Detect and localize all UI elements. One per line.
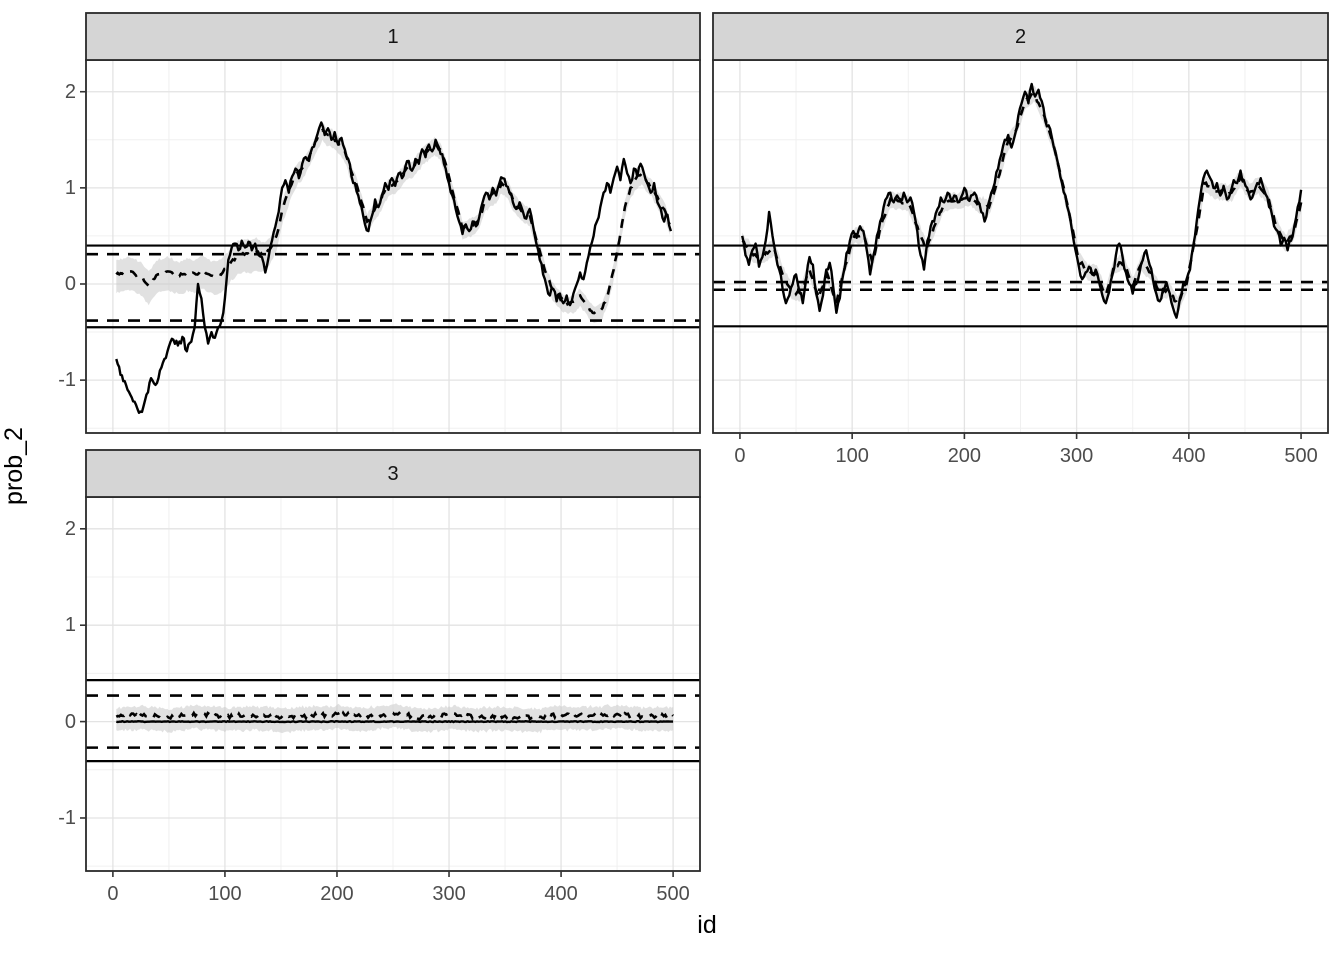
estimate-line-dashed <box>741 92 1303 309</box>
x-tick-label: 100 <box>835 445 869 467</box>
x-tick-label: 200 <box>320 883 354 905</box>
x-tick-label: 100 <box>208 883 242 905</box>
y-tick-label: 1 <box>64 614 76 637</box>
x-tick-label: 300 <box>1059 445 1094 467</box>
observed-line-solid <box>115 121 673 414</box>
y-tick-label: -1 <box>58 806 76 829</box>
y-tick-label: 2 <box>64 80 76 103</box>
confidence-ribbon <box>116 703 674 734</box>
x-tick-label: 200 <box>947 445 982 467</box>
x-tick-label: 0 <box>734 445 746 467</box>
x-tick-label: 300 <box>432 883 466 905</box>
x-tick-label: 0 <box>107 883 119 905</box>
facet-strip <box>85 12 701 61</box>
x-tick-label: 500 <box>1284 445 1318 467</box>
facet-strip-label-3: 3 <box>387 462 399 485</box>
facet-strip-label-1: 1 <box>387 25 399 48</box>
panel-2-group <box>712 12 1329 439</box>
y-tick-label: -1 <box>58 369 76 392</box>
observed-line-solid <box>741 82 1303 319</box>
y-tick-label: 0 <box>64 710 76 733</box>
estimate-line-dashed <box>115 709 675 723</box>
y-tick-label: 2 <box>64 517 76 540</box>
x-tick-label: 400 <box>1172 445 1206 467</box>
x-tick-label: 500 <box>656 883 690 905</box>
y-tick-label: 1 <box>64 176 76 199</box>
facet-strip <box>85 449 701 498</box>
facet-strip <box>712 12 1329 61</box>
panel-3-group <box>80 449 701 877</box>
observed-line-solid <box>115 720 674 724</box>
facet-strip-label-2: 2 <box>1014 25 1027 48</box>
panel-1-group <box>80 12 701 434</box>
x-axis-title: id <box>697 911 717 939</box>
y-axis-title: prob_2 <box>0 427 28 505</box>
x-tick-label: 400 <box>544 883 578 905</box>
y-tick-label: 0 <box>64 272 76 295</box>
estimate-line-dashed <box>115 128 671 315</box>
